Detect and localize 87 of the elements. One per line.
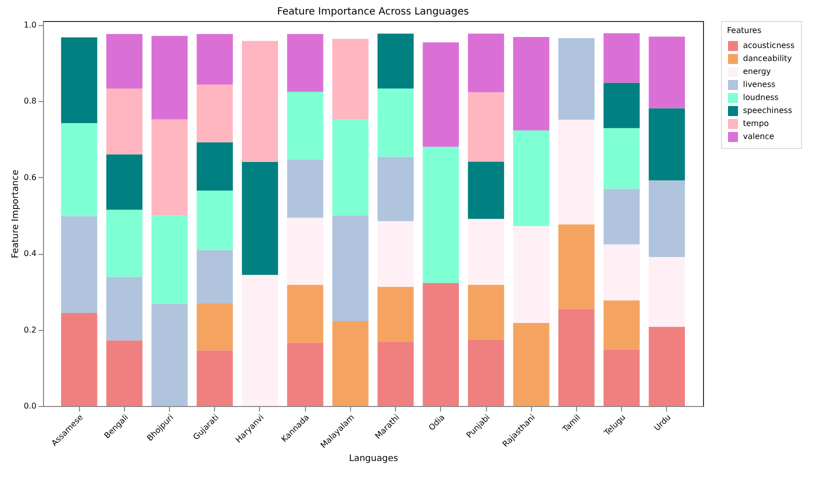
legend-label: acousticness: [743, 41, 795, 50]
bar: [61, 37, 98, 124]
bar: [604, 349, 640, 406]
bar: [106, 340, 142, 406]
bar: [196, 34, 233, 85]
bar: [558, 224, 595, 309]
bar: [513, 322, 550, 406]
bar: [604, 128, 640, 189]
legend-label: tempo: [743, 119, 769, 128]
bar: [332, 119, 368, 216]
bar: [648, 256, 685, 327]
bar: [513, 130, 550, 226]
bar: [648, 180, 685, 257]
bar: [196, 250, 233, 304]
bar: [106, 154, 142, 210]
legend-label: energy: [743, 67, 772, 76]
bar: [648, 36, 685, 108]
bar: [648, 108, 685, 180]
bar: [287, 284, 324, 343]
bar: [151, 304, 188, 406]
bar: [378, 286, 414, 342]
bar: [287, 159, 324, 218]
bar: [558, 120, 595, 225]
bar: [151, 36, 188, 120]
bar: [468, 34, 504, 92]
legend-label: liveness: [743, 80, 776, 89]
bar: [61, 312, 98, 406]
bar: [61, 123, 98, 216]
legend-label: danceability: [743, 54, 792, 63]
bar: [558, 308, 595, 406]
bar: [604, 188, 640, 244]
bar: [242, 162, 278, 275]
bar: [468, 92, 504, 162]
bar: [106, 34, 142, 88]
y-tick-label: 1.0: [24, 20, 36, 30]
bar: [513, 37, 550, 130]
bar: [196, 84, 233, 142]
bar: [332, 38, 368, 120]
bar: [378, 156, 414, 222]
bar: [468, 340, 504, 406]
bar: [287, 342, 324, 406]
bar: [604, 300, 640, 350]
bar: [468, 162, 504, 219]
bar: [196, 190, 233, 250]
legend-label: valence: [743, 132, 774, 141]
y-tick-label: 0.2: [24, 325, 36, 334]
bar: [604, 244, 640, 300]
bar: [378, 34, 414, 88]
legend-title: Features: [727, 26, 762, 35]
bar: [106, 88, 142, 154]
bar: [604, 82, 640, 128]
bar: [332, 320, 368, 406]
bar: [242, 274, 278, 406]
bar: [196, 350, 233, 406]
y-tick-label: 0.8: [24, 96, 36, 106]
bar: [106, 276, 142, 340]
bar: [287, 218, 324, 285]
bar: [196, 303, 233, 350]
bar: [604, 33, 640, 83]
bar: [468, 284, 504, 340]
bar: [422, 42, 459, 147]
bar: [151, 215, 188, 304]
legend-label: speechiness: [743, 106, 792, 115]
bar: [648, 326, 685, 406]
bar: [378, 88, 414, 157]
bar: [242, 40, 278, 162]
x-axis-title: Languages: [348, 454, 398, 464]
bar: [106, 210, 142, 277]
chart-title: Feature Importance Across Languages: [277, 6, 469, 18]
bar: [513, 226, 550, 323]
y-axis-title: Feature Importance: [10, 169, 21, 258]
bar: [468, 218, 504, 285]
bar: [287, 34, 324, 92]
bar: [287, 92, 324, 160]
legend-label: loudness: [743, 93, 779, 102]
y-tick-label: 0.4: [24, 249, 36, 258]
bar: [332, 215, 368, 321]
bar: [378, 221, 414, 287]
bar: [422, 282, 459, 406]
bar: [558, 38, 595, 120]
bar: [196, 142, 233, 191]
bar: [151, 119, 188, 216]
y-tick-label: 0.0: [24, 402, 36, 410]
bar: [378, 342, 414, 406]
bar: [61, 216, 98, 313]
bar: [422, 146, 459, 283]
y-tick-label: 0.6: [24, 172, 36, 182]
